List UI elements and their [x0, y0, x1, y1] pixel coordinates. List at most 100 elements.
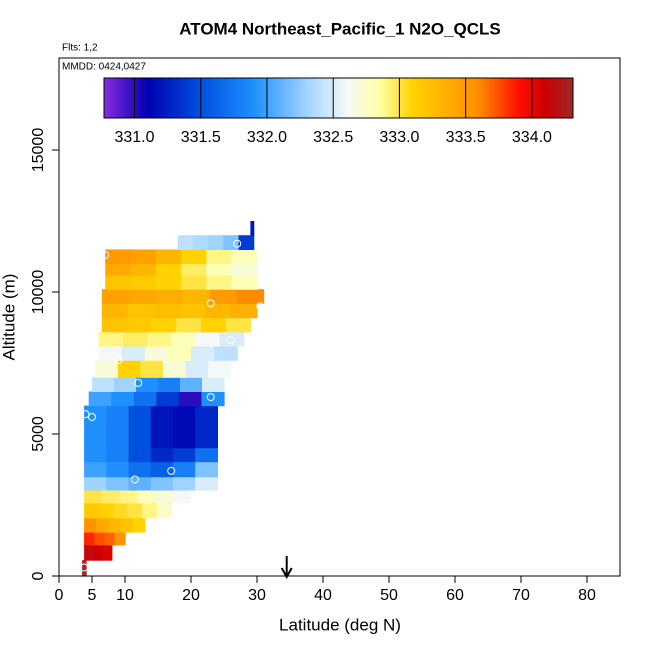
data-cell [114, 377, 137, 393]
data-cell [84, 531, 95, 546]
data-cell [130, 249, 157, 265]
colorbar-tick-label: 332.5 [313, 129, 353, 146]
data-cell [104, 531, 116, 546]
colorbar-tick-label: 334.0 [512, 129, 552, 146]
data-cell [101, 489, 121, 504]
data-cell [128, 476, 152, 491]
data-cell [179, 303, 206, 319]
data-cell [84, 544, 94, 561]
data-cell [180, 377, 203, 393]
colorbar-tick-label: 332.0 [247, 129, 287, 146]
data-cell [150, 461, 174, 478]
data-cell [94, 531, 106, 546]
data-cell [117, 360, 141, 378]
data-cell [101, 303, 129, 319]
data-cell [108, 517, 122, 533]
data-cell [128, 447, 152, 463]
chart-title: ATOM4 Northeast_Pacific_1 N2O_QCLS [179, 19, 501, 38]
sample-point [101, 251, 110, 260]
data-cell [185, 360, 209, 378]
data-cell [171, 331, 196, 347]
data-cell [96, 517, 109, 533]
x-tick-label: 10 [116, 587, 134, 604]
data-cell [155, 289, 184, 304]
data-cell [114, 531, 126, 546]
data-cell [82, 560, 87, 577]
data-cell [206, 274, 233, 290]
data-cell [95, 360, 119, 378]
sample-point [130, 475, 139, 484]
data-cell [178, 391, 203, 407]
x-tick-label: 20 [182, 587, 200, 604]
data-cell [250, 221, 255, 236]
sample-point [134, 378, 143, 387]
data-cell [195, 331, 221, 347]
data-cell [106, 447, 130, 463]
data-cell [92, 377, 115, 393]
data-cell [195, 405, 218, 449]
data-cell [219, 331, 245, 347]
data-cell [101, 317, 128, 333]
data-cell [127, 502, 143, 519]
x-tick-label: 50 [380, 587, 398, 604]
colorbar-tick-label: 331.0 [114, 129, 154, 146]
data-cell [142, 502, 158, 519]
data-cell [181, 274, 207, 290]
data-cell [206, 249, 233, 265]
data-cell [111, 391, 135, 407]
data-cell [173, 489, 192, 504]
data-cell [128, 461, 152, 478]
data-cell [208, 360, 232, 378]
plot-frame [58, 57, 621, 577]
y-tick-label: 5000 [30, 416, 47, 452]
data-cell [119, 489, 139, 504]
data-cell [106, 461, 130, 478]
x-tick-label: 40 [314, 587, 332, 604]
data-cell [98, 502, 114, 519]
data-cell [121, 345, 146, 361]
data-cell [182, 289, 211, 304]
data-cell [238, 235, 255, 251]
data-cell [122, 331, 148, 347]
colorbar-tick-label: 333.0 [379, 129, 419, 146]
colorbar-tick-label: 333.5 [446, 129, 486, 146]
colorbar [103, 77, 574, 119]
data-cell [195, 476, 218, 491]
data-cell [128, 289, 157, 304]
data-cell [200, 317, 227, 333]
data-cell [167, 345, 192, 361]
subtitle: Flts: 1,2 [62, 43, 98, 54]
data-cell [231, 263, 258, 276]
data-cell [132, 517, 146, 533]
data-cell [130, 274, 157, 290]
data-cell [236, 289, 265, 304]
x-tick-label: 70 [512, 587, 530, 604]
data-cell [231, 303, 258, 319]
x-tick-label: 60 [446, 587, 464, 604]
data-cell [133, 391, 157, 407]
data-cell [126, 317, 152, 333]
data-cell [150, 476, 174, 491]
data-cell [84, 461, 107, 478]
data-cell [151, 317, 177, 333]
data-cell [128, 405, 152, 449]
sample-point [256, 302, 265, 311]
sample-point [167, 466, 176, 475]
data-cell [130, 263, 157, 276]
data-cell [102, 544, 113, 561]
data-cell [144, 345, 169, 361]
data-cell [172, 447, 196, 463]
data-cell [101, 289, 130, 304]
location-arrow-head [280, 567, 293, 580]
data-cell [84, 502, 100, 519]
sample-point [206, 393, 215, 402]
data-cell [93, 544, 104, 561]
data-cell [162, 360, 187, 378]
data-cell [231, 249, 258, 265]
data-cell [202, 377, 225, 393]
data-cell [181, 249, 207, 265]
data-cell [209, 289, 238, 304]
data-cell [172, 461, 196, 478]
data-cell [206, 263, 233, 276]
